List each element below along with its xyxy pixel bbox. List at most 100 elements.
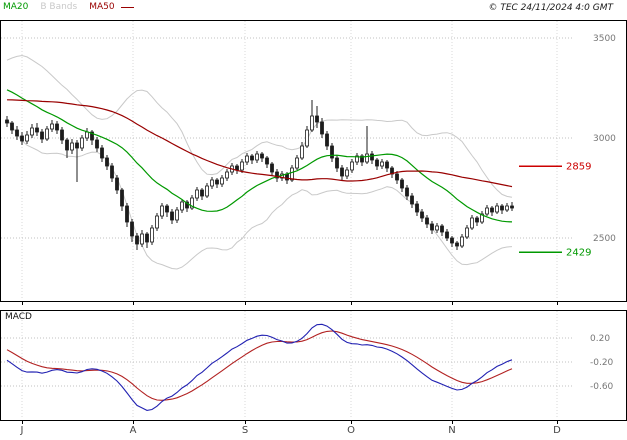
candle-body [485,207,489,215]
legend-bbands-label: B Bands [40,2,78,12]
candle-body [140,233,144,245]
macd-axis-label: 0.20 [590,334,610,344]
macd-signal-line [6,330,513,401]
candle-body [40,131,44,140]
copyright-text: © TEC 24/11/2024 4:0 GMT [488,3,613,13]
month-label: D [553,425,561,436]
candle-body [370,153,374,161]
candle-body [190,197,194,209]
candle-body [330,145,334,159]
candle-body [505,205,509,211]
candle-body [220,177,224,185]
candle-body [85,131,89,139]
candle-body [150,227,154,243]
candle-body [165,205,169,213]
price-level-label: 2859 [566,162,591,173]
candle-body [490,207,494,213]
candle-body [445,231,449,239]
month-label: S [242,425,248,436]
candle-body [310,115,314,131]
candle-body [50,123,54,130]
candle-body [15,129,19,137]
candle-body [130,221,134,237]
candle-body [460,236,464,247]
candle-body [345,169,349,177]
candle-body [350,161,354,171]
legend-ma50-label: MA50 [89,2,115,12]
candle-body [470,217,474,229]
candle-body [250,155,254,161]
candle-body [55,123,59,131]
month-label: A [130,425,137,436]
candle-body [60,129,64,141]
chart-legend: MA20 B Bands MA50 [3,2,134,12]
candle-body [500,205,504,211]
candle-body [290,167,294,181]
candle-body [375,159,379,167]
candle-body [315,115,319,123]
candle-body [210,179,214,187]
candle-body [340,167,344,177]
candle-body [405,187,409,197]
candle-body [125,205,129,223]
candle-body [75,142,79,149]
candle-body [435,225,439,231]
candle-body [110,165,114,179]
candle-body [295,157,299,169]
candle-body [200,189,204,197]
month-label: J [20,425,24,436]
candle-body [120,189,124,207]
price-level-label: 2429 [566,248,591,259]
candle-body [115,177,119,191]
candle-body [270,163,274,173]
candle-body [25,134,29,142]
macd-line [6,323,513,411]
candle-body [255,153,259,161]
candle-body [175,209,179,221]
candle-body [195,189,199,199]
candle-body [360,155,364,163]
candle-body [400,179,404,189]
candle-body [365,153,369,163]
candle-body [105,157,109,167]
candle-body [265,157,269,165]
candle-body [10,122,14,131]
candle-body [480,213,484,223]
candle-body [475,217,479,223]
price-axis-label: 2500 [593,234,616,244]
candle-body [495,205,499,213]
candle-body [380,161,384,167]
candle-body [135,235,139,245]
candle-body [320,121,324,135]
candle-body [215,179,219,185]
candle-body [100,147,104,159]
candle-body [335,157,339,169]
candle-body [440,225,444,233]
candle-body [455,242,459,247]
candle-body [145,233,149,243]
ma50-line [6,99,513,188]
candle-body [425,217,429,225]
candle-body [160,205,164,217]
candle-body [465,227,469,238]
candle-body [260,153,264,159]
candle-body [180,201,184,211]
candle-body [30,127,34,136]
candle-body [20,135,24,142]
candle-body [275,171,279,179]
candle-body [430,223,434,231]
candle-body [80,137,84,149]
macd-panel-title: MACD [5,312,32,322]
candle-body [245,155,249,163]
candle-body [395,173,399,181]
legend-ma20-label: MA20 [3,2,29,12]
legend-ma50-dash [120,7,134,8]
candle-body [325,133,329,147]
candle-body [65,139,69,151]
candle-body [225,171,229,179]
candle-body [235,165,239,171]
candle-body [415,203,419,213]
candle-body [5,119,9,124]
